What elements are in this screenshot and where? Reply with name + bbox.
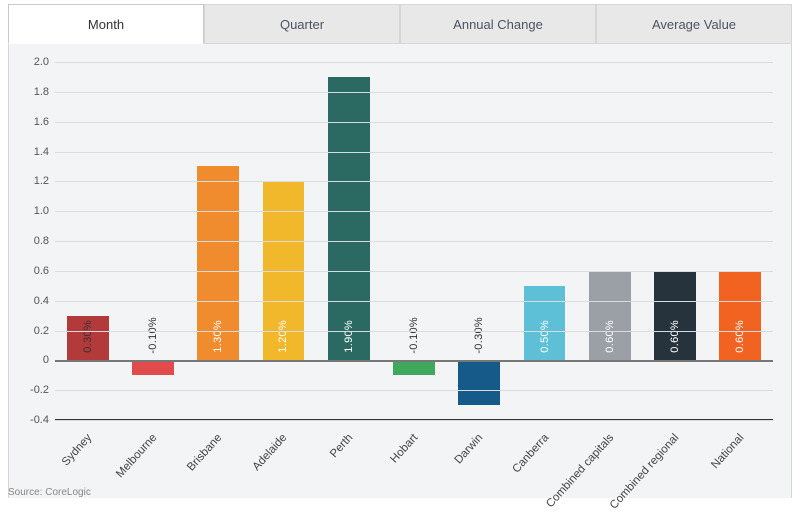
x-label-slot: Brisbane: [186, 426, 251, 498]
y-tick-label: 1.6: [19, 116, 49, 128]
y-tick-label: 0.2: [19, 325, 49, 337]
y-tick-label: 1.8: [19, 86, 49, 98]
bar-value-label: -0.10%: [408, 317, 420, 354]
x-label-slot: Combined regional: [642, 426, 707, 498]
tab-quarter[interactable]: Quarter: [204, 4, 400, 44]
y-tick-label: 1.2: [19, 175, 49, 187]
bar-value-label: -0.10%: [147, 317, 159, 354]
gridline: [55, 122, 773, 123]
bar-value-label: 0.30%: [82, 320, 94, 353]
gridline: [55, 92, 773, 93]
bar-value-label: 1.20%: [277, 320, 289, 353]
y-tick-label: 0.4: [19, 295, 49, 307]
y-tick-label: 1.4: [19, 146, 49, 158]
bar-value-label: 1.30%: [212, 320, 224, 353]
gridline: [55, 390, 773, 391]
gridline: [55, 271, 773, 272]
gridline: [55, 241, 773, 242]
tab-average-value[interactable]: Average Value: [596, 4, 792, 44]
x-label-slot: National: [708, 426, 773, 498]
y-tick-label: 0.8: [19, 235, 49, 247]
y-tick-label: 2.0: [19, 56, 49, 68]
gridline: [55, 152, 773, 153]
x-axis-labels: SydneyMelbourneBrisbaneAdelaidePerthHoba…: [55, 420, 773, 498]
bar-value-label: -0.30%: [473, 317, 485, 354]
y-tick-label: 1.0: [19, 205, 49, 217]
y-tick-label: 0.6: [19, 265, 49, 277]
bar: [328, 77, 370, 360]
bar-value-label: 0.60%: [604, 320, 616, 353]
chart-container: MonthQuarterAnnual ChangeAverage Value 0…: [0, 0, 800, 500]
bar: [458, 360, 500, 405]
bar: [132, 360, 174, 375]
x-label-slot: Perth: [316, 426, 381, 498]
bar-value-label: 0.60%: [734, 320, 746, 353]
gridline: [55, 62, 773, 63]
source-text: Source: CoreLogic: [8, 487, 91, 498]
chart-area: 0.30% -0.10% 1.30% 1.20% 1.90% -0.10% -0.30% 0.…: [8, 44, 792, 498]
x-label-slot: Hobart: [381, 426, 446, 498]
gridline: [55, 331, 773, 332]
y-tick-label: -0.4: [19, 414, 49, 426]
gridline: [55, 181, 773, 182]
y-tick-label: -0.2: [19, 384, 49, 396]
x-label-slot: Melbourne: [120, 426, 185, 498]
bar-value-label: 0.60%: [669, 320, 681, 353]
gridline: [55, 360, 773, 362]
x-label-slot: Adelaide: [251, 426, 316, 498]
tab-annual-change[interactable]: Annual Change: [400, 4, 596, 44]
x-label-slot: Darwin: [447, 426, 512, 498]
bar-value-label: 0.50%: [539, 320, 551, 353]
y-tick-label: 0: [19, 354, 49, 366]
tab-month[interactable]: Month: [8, 4, 204, 44]
gridline: [55, 211, 773, 212]
tabs: MonthQuarterAnnual ChangeAverage Value: [8, 4, 792, 44]
gridline: [55, 301, 773, 302]
bar-value-label: 1.90%: [343, 320, 355, 353]
bar: [393, 360, 435, 375]
